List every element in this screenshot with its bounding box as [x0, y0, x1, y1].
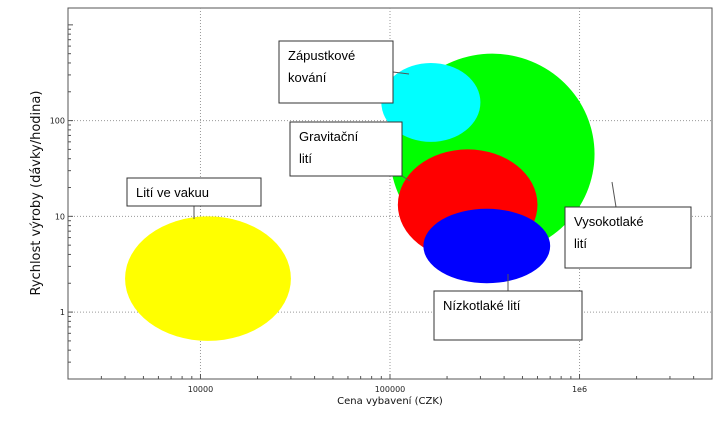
callout-box — [564, 206, 692, 269]
callout-label: lití — [574, 236, 587, 251]
x-axis-title: Cena vybavení (CZK) — [337, 395, 443, 407]
callout-leader — [392, 71, 410, 75]
callout-label: Zápustkové — [288, 48, 355, 63]
y-tick-label: 100 — [50, 117, 65, 126]
x-tick-label: 100000 — [375, 385, 406, 394]
bubble-liti-ve-vakuu — [125, 216, 291, 341]
callouts: Lití ve vakuu Zápustkové kování Gravitační l… — [126, 40, 692, 341]
y-axis-title: Rychlost výroby (dávky/hodina) — [29, 91, 44, 296]
x-tick-label: 1e6 — [572, 385, 587, 394]
callout-box — [126, 177, 262, 207]
x-tick-label: 10000 — [188, 385, 213, 394]
y-tick-label: 10 — [55, 212, 65, 221]
callout-leader — [401, 175, 411, 182]
bubbles — [125, 53, 595, 341]
callout-box — [433, 290, 583, 341]
callout-leaders — [193, 71, 617, 291]
callout-box — [278, 40, 394, 104]
bubble-zapustkove-kovani — [381, 62, 481, 142]
tick-labels: 10000 100000 1e6 1 10 100 — [50, 117, 587, 394]
callout-label: lití — [299, 151, 312, 166]
callout-label: Gravitační — [299, 129, 359, 144]
callout-label: Vysokotlaké — [574, 214, 644, 229]
callout-leader — [611, 181, 617, 208]
callout-label: kování — [288, 70, 327, 85]
callout-label: Lití ve vakuu — [136, 185, 209, 200]
y-tick-label: 1 — [60, 308, 65, 317]
bubble-nizkotlake-liti — [423, 208, 551, 284]
callout-label: Nízkotlaké lití — [443, 298, 521, 313]
callout-box — [289, 121, 403, 177]
minor-ticks — [67, 24, 713, 380]
